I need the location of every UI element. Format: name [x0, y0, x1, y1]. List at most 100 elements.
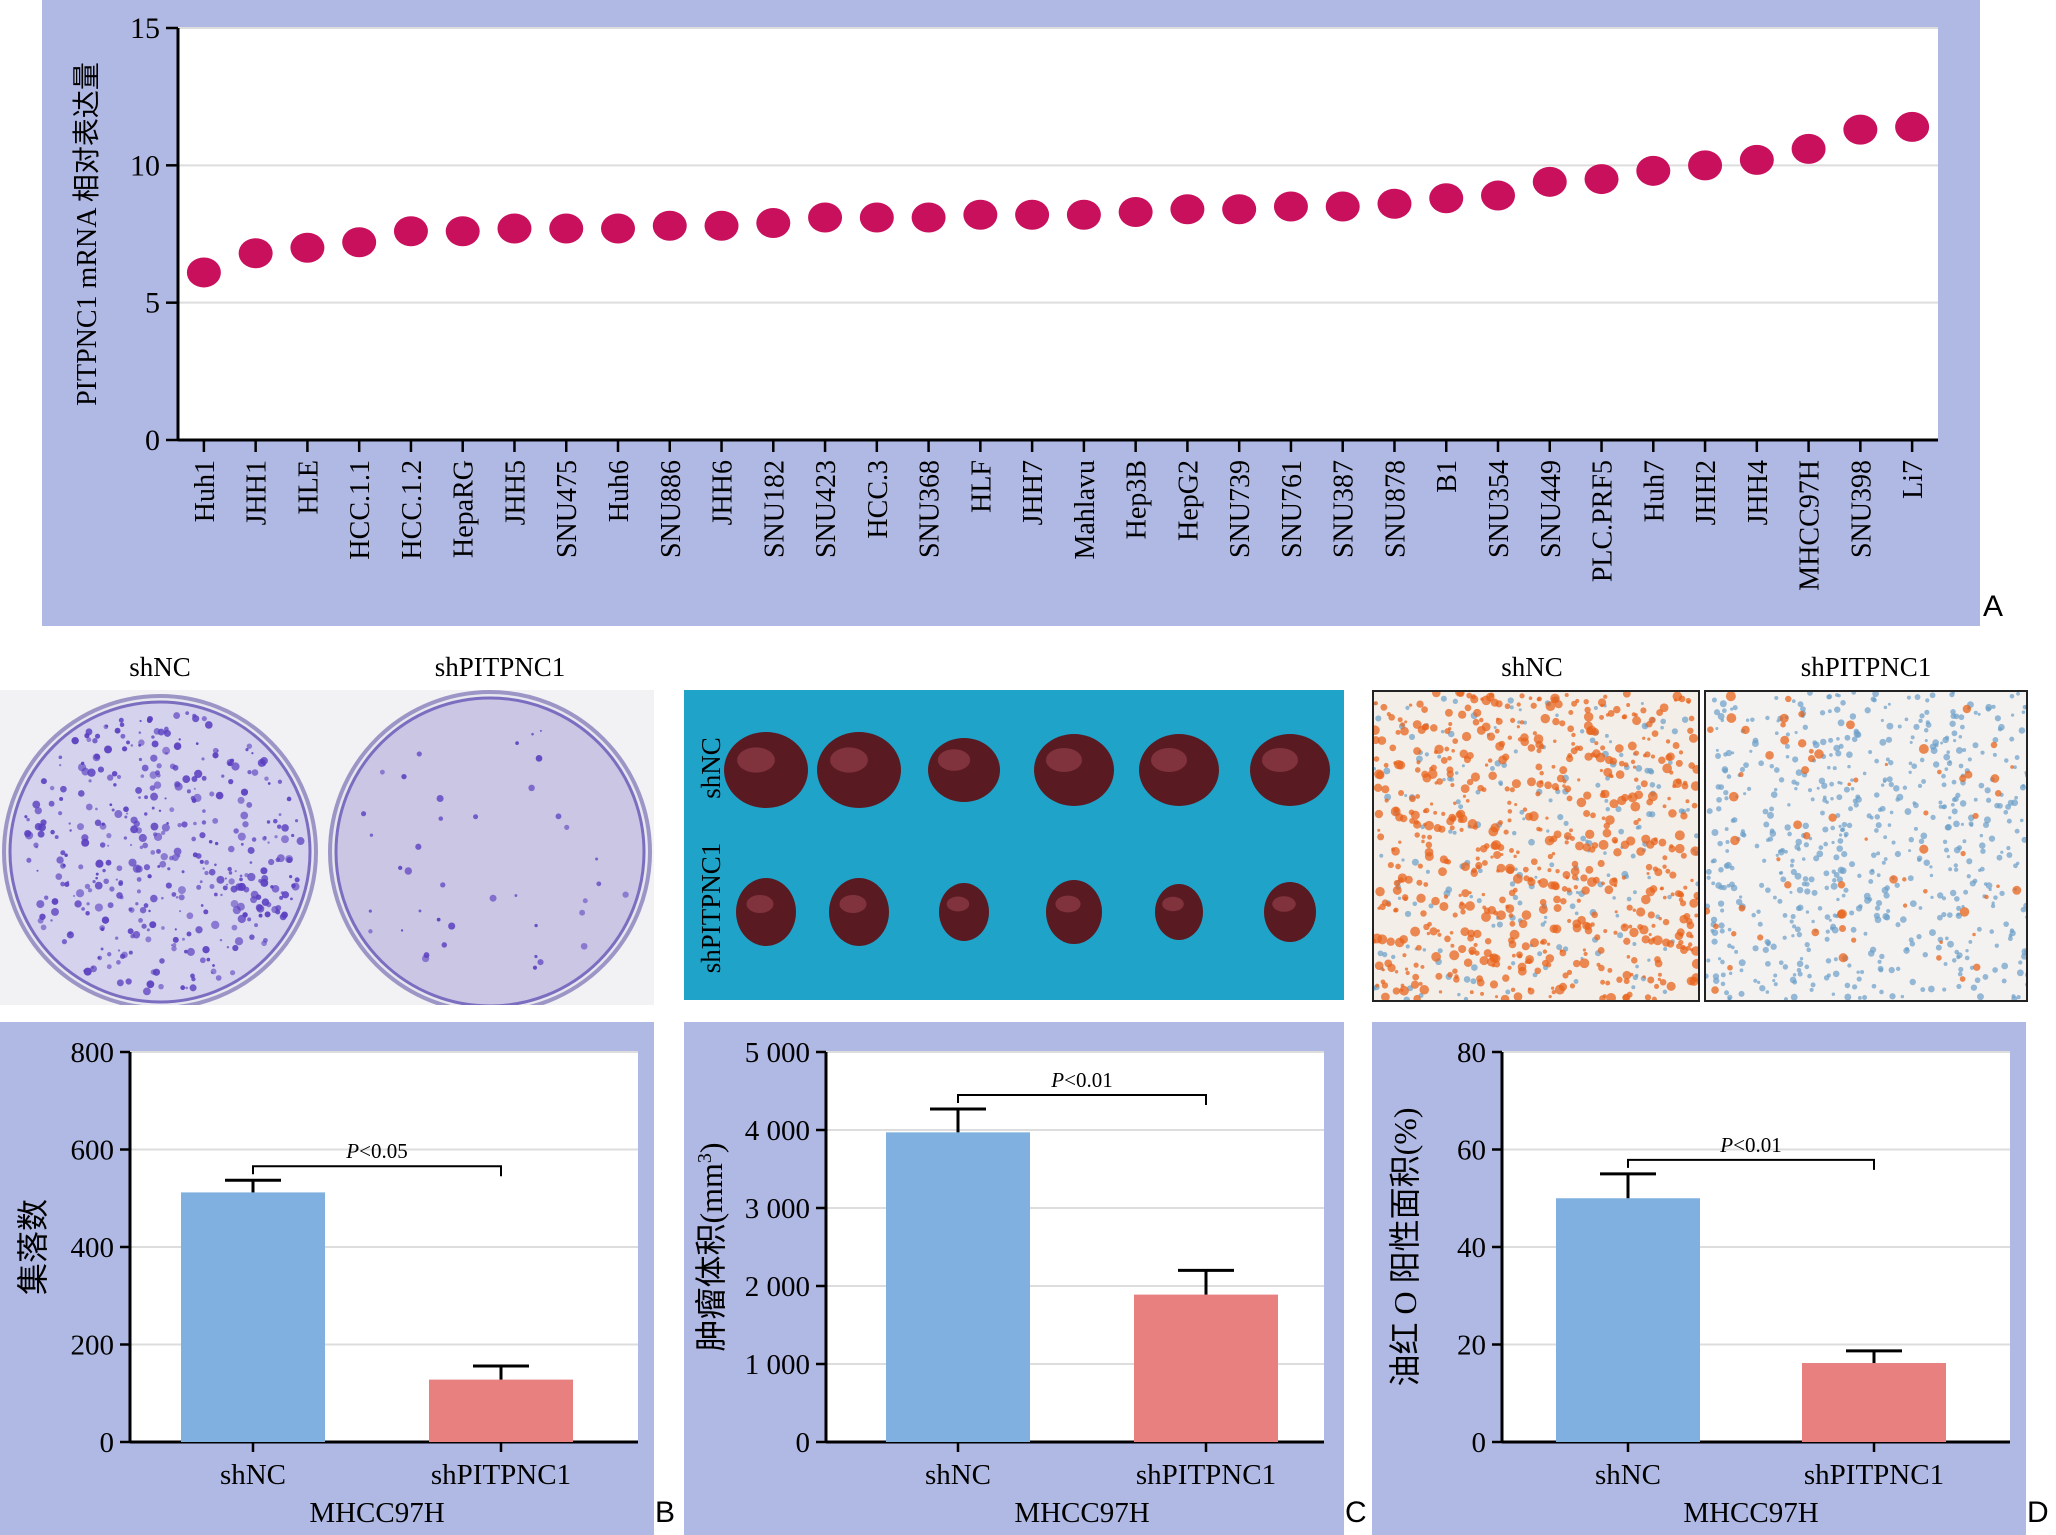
colony-spot [221, 774, 225, 778]
lipid-droplet [1562, 871, 1571, 879]
nucleus-dot [1404, 910, 1412, 918]
colony-spot [228, 845, 235, 853]
lipid-droplet [1651, 730, 1659, 737]
b-xtick-label: shPITPNC1 [431, 1459, 571, 1491]
colony-spot [531, 732, 534, 736]
lipid-droplet [1690, 878, 1694, 883]
colony-spot [564, 824, 570, 830]
colony-spot [144, 795, 148, 800]
lipid-droplet [1689, 976, 1698, 986]
b-ytick-label: 200 [71, 1330, 115, 1362]
nucleus-dot [1836, 897, 1840, 902]
stain-image-shpitpnc1 [1704, 690, 2028, 1002]
lipid-droplet [1550, 693, 1560, 704]
nucleus-dot [1715, 753, 1722, 759]
colony-spot [84, 883, 91, 890]
colony-spot [192, 713, 197, 718]
colony-spot [165, 882, 172, 889]
lipid-droplet [1420, 910, 1427, 917]
lipid-droplet [1918, 743, 1929, 754]
lipid-droplet [1673, 698, 1678, 702]
lipid-droplet [1793, 820, 1803, 830]
lipid-droplet [1499, 896, 1506, 904]
colony-spot [40, 778, 47, 785]
lipid-droplet [1489, 953, 1494, 959]
lipid-droplet [1463, 958, 1473, 968]
colony-spot [229, 758, 235, 763]
lipid-droplet [1851, 937, 1857, 943]
lipid-droplet [1814, 749, 1824, 759]
nucleus-dot [1847, 764, 1851, 769]
colony-spot [106, 833, 112, 839]
lipid-droplet [1634, 777, 1639, 782]
colony-spot [26, 857, 32, 863]
a-xtick-label: JHH1 [242, 460, 273, 525]
nucleus-dot [1411, 858, 1419, 866]
colony-spot [147, 716, 153, 722]
colony-spot [596, 881, 602, 887]
colony-spot [146, 928, 150, 932]
panel-letter-c: C [1345, 1496, 1367, 1529]
colony-spot [186, 789, 191, 794]
colony-spot [85, 910, 90, 916]
nucleus-dot [1875, 822, 1882, 829]
nucleus-dot [1872, 692, 1879, 698]
lipid-droplet [1500, 994, 1510, 1000]
nucleus-dot [1850, 786, 1855, 791]
a-data-point [186, 257, 221, 288]
nucleus-dot [1574, 911, 1579, 916]
lipid-droplet [1738, 771, 1744, 778]
colony-spot [103, 724, 109, 730]
lipid-droplet [1522, 866, 1529, 873]
nucleus-dot [1720, 908, 1725, 913]
lipid-droplet [1662, 804, 1667, 809]
nucleus-dot [1921, 779, 1927, 784]
lipid-droplet [1415, 944, 1422, 951]
colony-spot [173, 742, 182, 750]
nucleus-dot [1874, 905, 1881, 911]
nucleus-dot [1977, 993, 1984, 1000]
nucleus-dot [1909, 900, 1917, 908]
nucleus-dot [1894, 882, 1900, 888]
a-xtick-label: Huh6 [604, 460, 635, 522]
colony-spot [97, 766, 105, 773]
lipid-droplet [1394, 937, 1405, 948]
colony-spot [215, 975, 222, 981]
lipid-droplet [1618, 760, 1625, 767]
nucleus-dot [1374, 986, 1377, 991]
lipid-droplet [1640, 707, 1647, 714]
nucleus-dot [1985, 706, 1992, 712]
lipid-droplet [1426, 931, 1431, 936]
nucleus-dot [1517, 720, 1521, 724]
lipid-droplet [1522, 807, 1528, 812]
lipid-droplet [1415, 794, 1421, 799]
nucleus-dot [1604, 798, 1609, 803]
colony-spot [263, 836, 267, 839]
nucleus-dot [1784, 849, 1788, 854]
colony-spot [164, 726, 169, 732]
colony-spot [192, 852, 198, 858]
nucleus-dot [2021, 710, 2026, 714]
d-y-axis-label: 油红 O 阳性面积(%) [1387, 1107, 1423, 1386]
nucleus-dot [1930, 895, 1934, 900]
colony-spot [111, 808, 115, 812]
colony-spot [172, 936, 179, 943]
colony-spot [119, 722, 125, 728]
lipid-droplet [1404, 720, 1408, 724]
nucleus-dot [1874, 828, 1879, 833]
nucleus-dot [1573, 979, 1579, 984]
lipid-droplet [1535, 791, 1541, 797]
nucleus-dot [1863, 931, 1868, 936]
a-xtick-label: Hep3B [1122, 460, 1153, 539]
lipid-droplet [1694, 913, 1698, 918]
nucleus-dot [1375, 715, 1382, 722]
lipid-droplet [1641, 894, 1651, 905]
d-ytick-label: 60 [1457, 1135, 1486, 1167]
lipid-droplet [1727, 964, 1733, 971]
nucleus-dot [1593, 706, 1598, 710]
lipid-droplet [1505, 904, 1515, 913]
colony-spot [266, 902, 272, 908]
lipid-droplet [1959, 976, 1966, 982]
nucleus-dot [1442, 777, 1446, 782]
nucleus-dot [1864, 707, 1871, 714]
